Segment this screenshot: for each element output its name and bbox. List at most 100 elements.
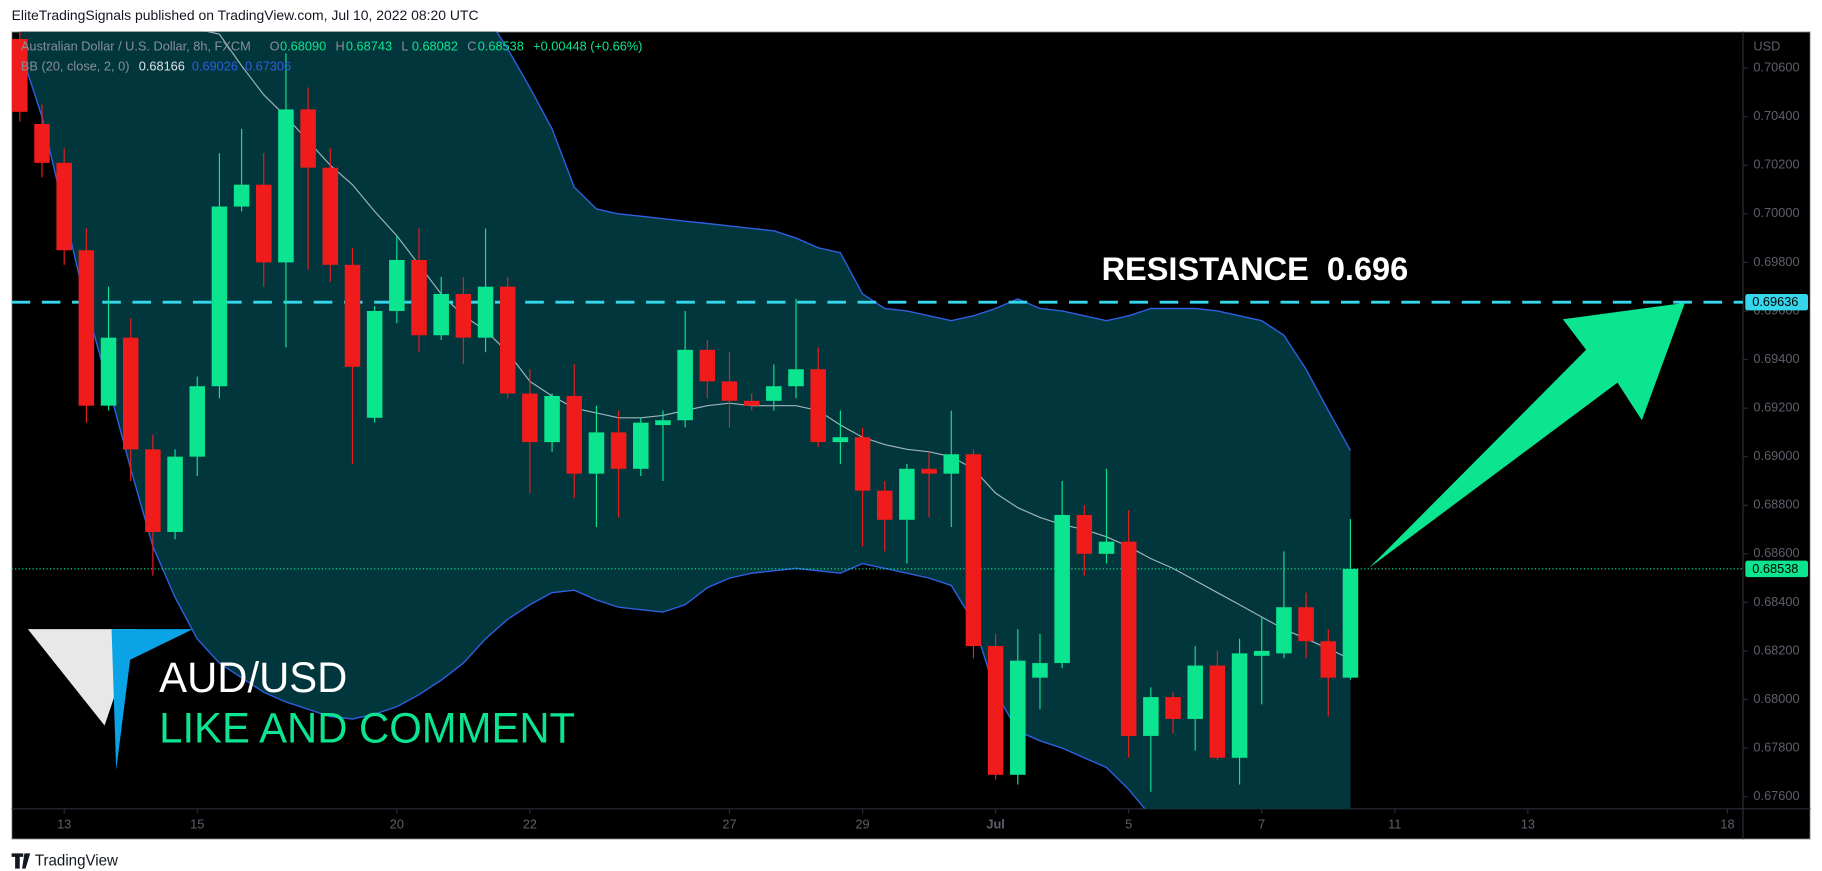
resistance-tag-bg	[1745, 294, 1809, 311]
candle-body	[12, 38, 28, 112]
candle-body	[610, 432, 627, 469]
candle-body	[1231, 653, 1248, 758]
candle-body	[477, 286, 494, 338]
y-tick-label: 0.67800	[1753, 739, 1799, 754]
candle-body	[1209, 665, 1226, 758]
candle-body	[167, 456, 183, 532]
band-lower	[19, 48, 1146, 809]
x-tick-label: 5	[1125, 817, 1132, 832]
y-tick-label: 0.70400	[1753, 108, 1799, 123]
y-tick-label: 0.68400	[1753, 594, 1799, 609]
resistance-label: RESISTANCE 0.696	[1102, 250, 1409, 287]
candle-body	[832, 437, 849, 443]
candle-body	[1165, 697, 1181, 719]
resistance-tag: 0.69636	[1752, 294, 1798, 309]
candle-body	[278, 109, 294, 263]
candle-body	[100, 337, 117, 406]
indicator-value: 0.69026	[192, 58, 238, 73]
axes: 0.67600 0.67800 0.68000 0.68200 0.68400 0.686…	[57, 59, 1809, 832]
y-tick-label: 0.70200	[1753, 157, 1799, 172]
candle-body	[1342, 568, 1359, 678]
publish-header: EliteTradingSignals published on Trading…	[12, 7, 479, 23]
candle-body	[389, 259, 405, 311]
candle-body	[810, 369, 826, 443]
y-tick-label: 0.70600	[1753, 59, 1799, 74]
candle-body	[1076, 514, 1093, 554]
indicator-legend: BB (20, close, 2, 0) 0.68166 0.69026 0.6730…	[21, 58, 291, 73]
call-to-action: LIKE AND COMMENT	[159, 704, 575, 751]
candle-body	[987, 646, 1004, 775]
band-upper	[495, 31, 1352, 451]
x-tick-label: 15	[190, 817, 204, 832]
candle-body	[699, 349, 716, 382]
tv-logo	[11, 853, 31, 869]
candle-body	[633, 422, 649, 469]
candle-body	[233, 184, 250, 207]
x-tick-label: 7	[1258, 817, 1265, 832]
candle-body	[899, 468, 915, 520]
candle-body	[322, 167, 339, 265]
candle-body	[1320, 641, 1337, 678]
y-tick-label: 0.69800	[1753, 254, 1799, 269]
candle-body	[588, 432, 605, 474]
candle-body	[411, 259, 427, 336]
y-tick-label: 0.70000	[1753, 205, 1799, 220]
quote-line: O 0.68090 H 0.68743 L 0.68082 C 0.68538 +0.00448…	[270, 38, 643, 53]
candle-body	[189, 386, 206, 457]
y-tick-label: 0.68800	[1753, 497, 1799, 512]
up-arrow	[1368, 302, 1685, 569]
candle-body	[256, 184, 272, 263]
x-tick-label: 11	[1388, 817, 1401, 832]
quote-value: 0.68538	[478, 38, 524, 53]
candle-body	[1276, 607, 1292, 654]
candle-body	[544, 395, 560, 443]
quote-key: H	[335, 38, 344, 53]
candle-body	[1253, 650, 1270, 656]
candle-body	[34, 123, 50, 163]
y-tick-label: 0.69000	[1753, 448, 1799, 463]
y-tick-label: 0.67600	[1753, 788, 1799, 803]
x-tick-label: 20	[390, 817, 404, 832]
x-tick-label: 18	[1720, 817, 1734, 832]
candle-body	[145, 449, 161, 532]
candle-body	[211, 206, 228, 387]
x-tick-label: Jul	[986, 817, 1004, 832]
candle-body	[433, 293, 449, 336]
last-price-tag: 0.68538	[1752, 561, 1798, 576]
x-tick-label: 27	[722, 817, 736, 832]
candle-body	[122, 337, 139, 450]
candle-body	[78, 250, 95, 406]
candle-body	[499, 286, 516, 394]
x-tick-label: 13	[1521, 817, 1535, 832]
candle-body	[1187, 665, 1203, 719]
indicator-value: 0.68166	[139, 58, 185, 73]
logo-blue	[111, 629, 193, 771]
y-tick-label: 0.69200	[1753, 399, 1799, 414]
quote-value: 0.68743	[346, 38, 392, 53]
candle-body	[1298, 607, 1314, 642]
candle-body	[788, 369, 804, 387]
quote-key: O	[270, 38, 280, 53]
candle-body	[455, 293, 472, 338]
x-tick-label: 13	[57, 817, 71, 832]
candle-body	[1143, 697, 1159, 736]
candle-body	[1032, 663, 1048, 678]
candle-body	[743, 400, 760, 406]
candle-body	[366, 310, 383, 418]
quote-value: 0.68082	[412, 38, 458, 53]
y-tick-label: 0.69400	[1753, 351, 1799, 366]
x-tick-label: 22	[523, 817, 537, 832]
candle-body	[655, 420, 671, 426]
candle-body	[1098, 541, 1115, 554]
candle-body	[1010, 660, 1026, 775]
currency-label: USD	[1753, 38, 1780, 53]
candle-body	[1054, 514, 1070, 664]
indicator-value: 0.67306	[245, 58, 291, 73]
x-tick-label: 29	[855, 817, 869, 832]
candle-body	[965, 454, 982, 647]
y-tick-label: 0.68200	[1753, 642, 1799, 657]
candle-body	[921, 468, 937, 474]
last-price-tag-bg	[1745, 560, 1809, 578]
candle-body	[721, 381, 738, 401]
